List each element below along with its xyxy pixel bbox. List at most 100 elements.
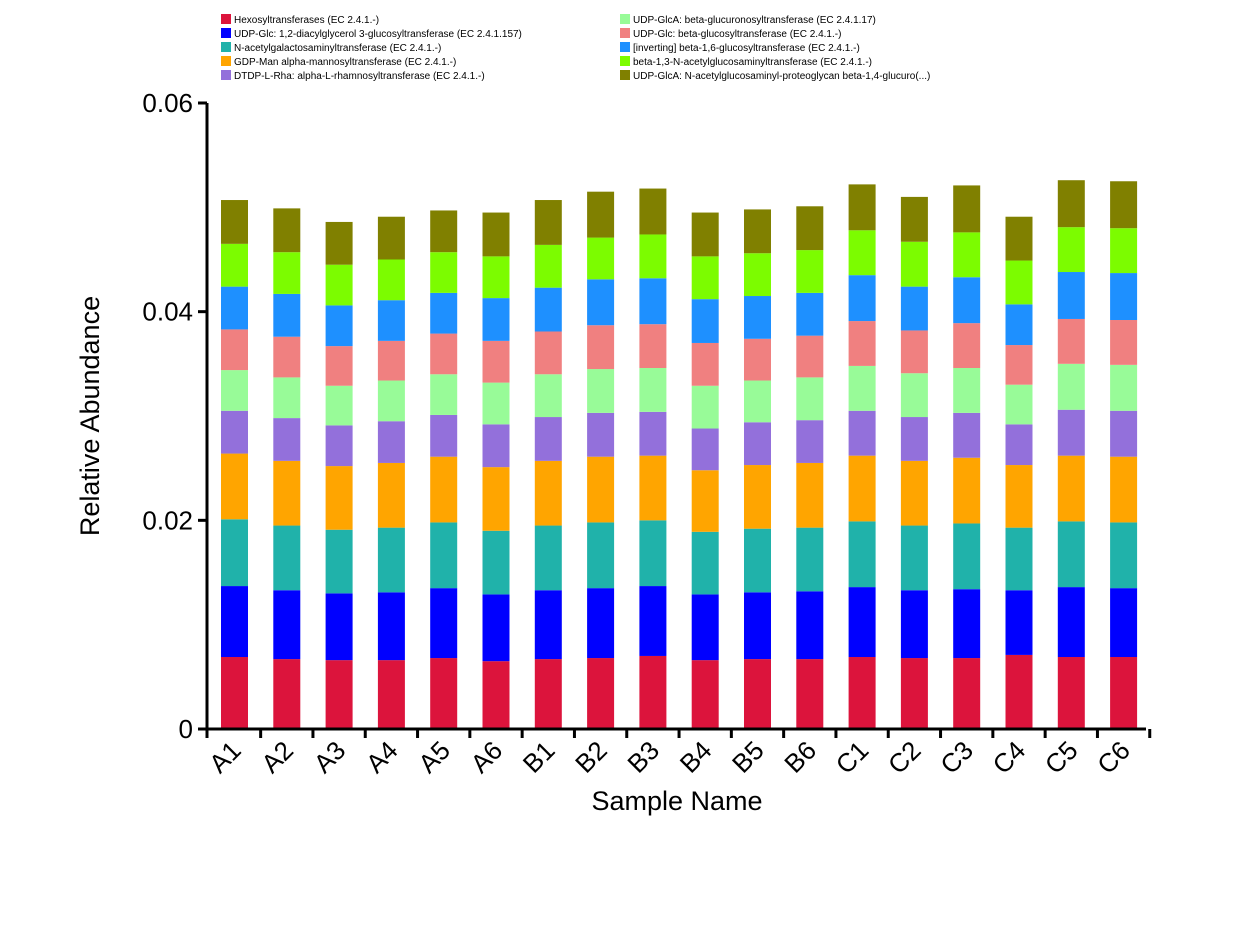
bar-segment-A2-s7 [273,336,301,378]
legend-swatch [620,28,630,38]
bar-segment-A6-s1 [482,661,510,729]
bar-segment-B2-s9 [587,237,615,280]
x-tick-label: B3 [621,735,665,779]
bar-segment-A1-s8 [221,286,248,330]
bar-segment-B1-s10 [534,200,562,245]
bar-segment-B1-s7 [534,331,562,375]
bar-segment-A4-s6 [377,380,405,422]
bar-segment-A5-s7 [430,333,458,375]
bar-segment-C6-s6 [1110,364,1138,411]
legend-swatch [620,70,630,80]
bar-segment-C4-s3 [1005,527,1033,591]
x-tick-label: A4 [360,735,404,779]
bar-segment-A1-s9 [221,243,248,287]
bar-segment-B4-s6 [691,385,719,429]
bar-segment-A3-s3 [325,529,353,594]
bar-segment-B4-s8 [691,299,719,343]
bar-segment-C5-s2 [1057,587,1085,658]
bar-segment-A4-s10 [377,216,405,260]
bar-segment-B2-s8 [587,279,615,326]
legend-label: [inverting] beta-1,6-glucosyltransferase… [633,43,860,54]
x-ticks: A1 A2 A3 A4 A5 A6 B1 B2 B3 B4 B5 B6 C1 C2 C3 C4 C5 C6 [203,729,1152,780]
bar-segment-B3-s8 [639,278,667,325]
bar-segment-C1-s4 [848,455,876,522]
bar-segment-B3-s2 [639,586,667,656]
bar-segment-A4-s3 [377,527,405,593]
bar-segment-A2-s10 [273,208,301,253]
bar-segment-C1-s8 [848,275,876,322]
bar-segment-C6-s10 [1110,181,1138,229]
bar-segment-A6-s4 [482,467,510,531]
bar-segment-C3-s4 [953,457,981,524]
legend: Hexosyltransferases (EC 2.4.1.-) UDP-Glc:… [221,14,930,82]
bar-segment-B5-s1 [744,659,771,729]
legend-label: beta-1,3-N-acetylglucosaminyltransferase… [633,57,872,68]
bar-segment-B4-s7 [691,342,719,386]
bar-segment-A4-s9 [377,259,405,301]
bar-segment-B6-s5 [796,420,824,463]
bar-segment-B2-s10 [587,191,615,238]
x-tick-label: C6 [1091,735,1136,780]
bar-segment-C5-s5 [1057,409,1085,456]
bar-segment-A6-s5 [482,424,510,468]
bar-segment-C3-s6 [953,368,981,413]
bar-segment-B2-s4 [587,456,615,523]
bar-segment-B2-s6 [587,369,615,413]
bar-segment-C1-s5 [848,410,876,456]
bar-segment-A5-s10 [430,210,458,253]
bar-segment-A2-s9 [273,252,301,294]
bar-segment-B2-s1 [587,658,615,729]
bar-segment-C4-s5 [1005,424,1033,466]
bar-segment-A3-s6 [325,385,353,426]
bar-segment-A3-s7 [325,346,353,386]
bar-segment-C2-s9 [900,241,928,287]
bar-segment-B6-s9 [796,250,824,293]
x-tick-label: C4 [987,735,1032,780]
bar-segment-A1-s2 [221,586,248,658]
bar-segment-C3-s2 [953,589,981,659]
bar-segment-B6-s3 [796,527,824,592]
bar-segment-C5-s1 [1057,657,1085,729]
bar-segment-C2-s3 [900,525,928,591]
bar-segment-B5-s5 [744,422,771,466]
bar-segment-C1-s3 [848,521,876,588]
bar-segment-A5-s6 [430,374,458,415]
bar-segment-B6-s7 [796,335,824,378]
y-tick-label: 0 [179,714,193,744]
bar-segment-B1-s8 [534,287,562,332]
bar-segment-A5-s3 [430,522,458,589]
bar-segment-C3-s3 [953,523,981,590]
bar-segment-A5-s5 [430,414,458,457]
bar-segment-A6-s9 [482,256,510,299]
bar-segment-C1-s6 [848,365,876,411]
bar-segment-B6-s4 [796,462,824,528]
legend-swatch [620,42,630,52]
bar-segment-C1-s9 [848,230,876,276]
bar-segment-C2-s2 [900,590,928,659]
bar-segment-C6-s2 [1110,588,1138,658]
bar-segment-B4-s2 [691,594,719,661]
bar-segment-A3-s10 [325,221,353,265]
bar-segment-A6-s2 [482,594,510,662]
bar-segment-B6-s2 [796,591,824,660]
bar-segment-C5-s6 [1057,363,1085,410]
bar-segment-C2-s7 [900,330,928,374]
bar-segment-A1-s7 [221,329,248,371]
bar-segment-A2-s8 [273,293,301,337]
legend-swatch [221,56,231,66]
bar-segment-B2-s7 [587,325,615,370]
y-tick-label: 0.06 [142,88,193,118]
bar-segment-B2-s3 [587,522,615,589]
bar-segment-B2-s2 [587,588,615,659]
legend-label: Hexosyltransferases (EC 2.4.1.-) [234,15,379,26]
bar-segment-A2-s6 [273,377,301,419]
bar-segment-B1-s9 [534,244,562,288]
bar-segment-B3-s1 [639,655,667,729]
bar-segment-B5-s4 [744,465,771,529]
bar-segment-C6-s5 [1110,410,1138,457]
bar-segment-A2-s4 [273,460,301,526]
bar-segment-C3-s8 [953,277,981,324]
bar-segment-B3-s5 [639,411,667,456]
bar-segment-C4-s4 [1005,465,1033,528]
bar-segment-C3-s10 [953,185,981,233]
